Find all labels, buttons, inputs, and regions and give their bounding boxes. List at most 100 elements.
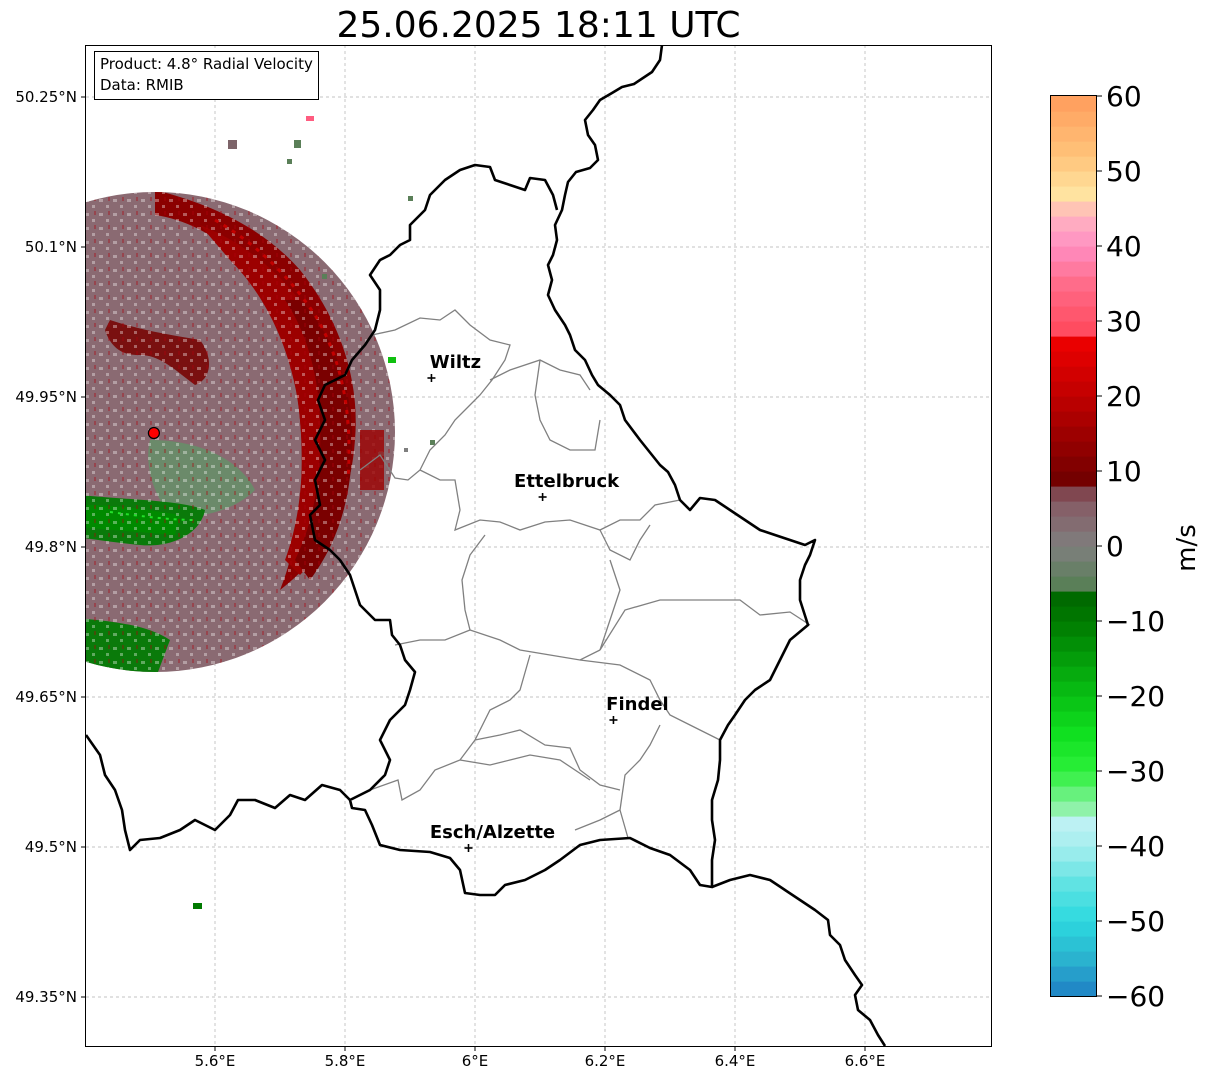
colorbar-band [1051,756,1096,772]
colorbar-unit-label: m/s [1172,524,1202,572]
colorbar-tick-label: 30 [1106,305,1142,338]
colorbar-band [1051,846,1096,862]
x-tick-label: 5.8°E [325,1052,366,1070]
colorbar-band [1051,411,1096,427]
colorbar-band [1051,951,1096,967]
radar-echo-speckle [408,196,413,201]
colorbar-band [1051,936,1096,952]
colorbar-ticks: 60 50 40 30 20 10 0 −10 −20 −30 −40 −50 −60 [1096,80,1165,1013]
radar-echo-speckle [287,159,292,164]
city-label: Findel [606,694,669,715]
colorbar-band [1051,486,1096,502]
colorbar-band [1051,456,1096,472]
colorbar-band [1051,591,1096,607]
colorbar-band [1051,816,1096,832]
colorbar-tick-label: −50 [1106,905,1165,938]
colorbar-band [1051,501,1096,517]
colorbar-band [1051,261,1096,277]
y-tick-label: 50.25°N [15,88,77,106]
colorbar-band [1051,921,1096,937]
canton-boundaries [359,309,811,839]
colorbar-band [1051,696,1096,712]
colorbar-band [1051,711,1096,727]
x-tick-label: 5.6°E [195,1052,236,1070]
colorbar-band [1051,546,1096,562]
longitude-axis: 5.6°E 5.8°E 6°E 6.2°E 6.4°E 6.6°E [195,1046,886,1070]
colorbar-tick-label: −60 [1106,980,1165,1013]
product-label: Product: 4.8° Radial Velocity [100,55,313,73]
colorbar-band [1051,636,1096,652]
colorbar-tick-label: 60 [1106,80,1142,113]
radar-echo-speckle [193,903,202,909]
radar-echo-speckle [404,448,408,452]
colorbar-band [1051,231,1096,247]
latitude-axis: 49.35°N 49.5°N 49.65°N 49.8°N 49.95°N 50.1°N 5… [15,88,86,1006]
colorbar-band [1051,771,1096,787]
colorbar-tick-label: 0 [1106,530,1124,563]
city-label: Ettelbruck [514,471,620,492]
colorbar-tick-label: 20 [1106,380,1142,413]
colorbar-band [1051,306,1096,322]
colorbar-band [1051,786,1096,802]
colorbar-band [1051,531,1096,547]
colorbar-band [1051,111,1096,127]
colorbar-band [1051,891,1096,907]
radar-echo-speckle [430,440,435,445]
colorbar-band [1051,666,1096,682]
y-tick-label: 49.8°N [25,538,77,556]
colorbar-band [1051,471,1096,487]
radar-echo-speckle [306,116,314,121]
radar-echo-speckle [228,140,237,149]
colorbar-tick-label: 40 [1106,230,1142,263]
map-frame [85,45,992,1047]
colorbar-band [1051,606,1096,622]
data-source-label: Data: RMIB [100,76,184,94]
colorbar-band [1051,441,1096,457]
colorbar-band [1051,576,1096,592]
radar-site [147,426,160,440]
border-germany-france [711,873,887,1046]
colorbar-band [1051,981,1096,996]
colorbar-band [1051,381,1096,397]
colorbar-band [1051,651,1096,667]
colorbar-tick-label: 50 [1106,155,1142,188]
map-title: 25.06.2025 18:11 UTC [336,5,741,46]
colorbar-band [1051,426,1096,442]
y-tick-label: 49.5°N [25,838,77,856]
colorbar-tick-label: −40 [1106,830,1165,863]
colorbar-band [1051,201,1096,217]
colorbar-band [1051,216,1096,232]
colorbar-band [1051,906,1096,922]
y-tick-label: 49.95°N [15,388,77,406]
radar-site-marker [147,426,160,440]
colorbar-band [1051,876,1096,892]
colorbar-band [1051,96,1096,112]
colorbar-tick-label: −10 [1106,605,1165,638]
city-label: Wiltz [430,352,481,373]
x-tick-label: 6.6°E [845,1052,886,1070]
colorbar-tick-label: −20 [1106,680,1165,713]
national-borders [86,45,887,1046]
city-markers: Wiltz Ettelbruck Findel Esch/Alzette [427,352,669,852]
colorbar-band [1051,396,1096,412]
y-tick-label: 49.35°N [15,988,77,1006]
colorbar-band [1051,801,1096,817]
colorbar-band [1051,621,1096,637]
colorbar-band [1051,681,1096,697]
colorbar-band [1051,321,1096,337]
colorbar-band [1051,561,1096,577]
colorbar-band [1051,156,1096,172]
colorbar-band [1051,291,1096,307]
x-tick-label: 6.2°E [585,1052,626,1070]
x-tick-label: 6°E [462,1052,489,1070]
radar-echo-speckle [360,430,384,490]
colorbar-band [1051,246,1096,262]
colorbar-band [1051,516,1096,532]
colorbar-band [1051,741,1096,757]
colorbar-band [1051,861,1096,877]
colorbar-band [1051,726,1096,742]
colorbar-tick-label: 10 [1106,455,1142,488]
colorbar-tick-label: −30 [1106,755,1165,788]
product-info-box: Product: 4.8° Radial Velocity Data: RMIB [94,51,319,100]
